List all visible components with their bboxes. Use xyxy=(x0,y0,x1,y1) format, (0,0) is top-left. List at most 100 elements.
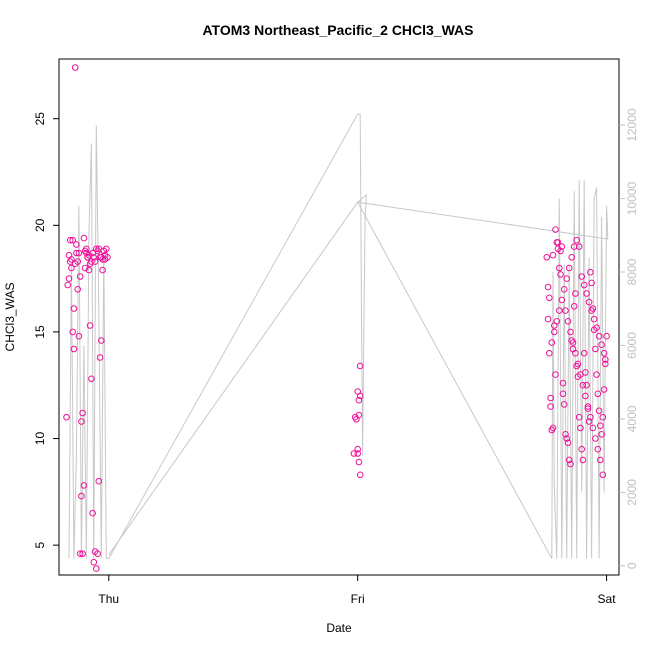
data-point xyxy=(578,273,586,280)
data-point xyxy=(602,360,609,368)
data-point xyxy=(69,236,76,244)
data-point xyxy=(356,471,364,479)
data-point xyxy=(70,345,78,353)
data-point xyxy=(565,456,573,464)
data-point xyxy=(71,64,79,71)
data-point xyxy=(594,390,602,398)
data-point xyxy=(356,362,364,370)
y-tick-label: 5 xyxy=(33,541,47,548)
data-point xyxy=(562,431,569,438)
data-point xyxy=(76,550,84,558)
data-point xyxy=(355,396,363,404)
data-point xyxy=(598,431,605,438)
data-point xyxy=(599,471,607,479)
data-point xyxy=(577,371,584,378)
data-point xyxy=(553,318,561,325)
data-point xyxy=(572,349,579,357)
y2-tick-label: 4000 xyxy=(625,405,639,432)
x-tick-label: Fri xyxy=(351,592,365,606)
data-point xyxy=(570,243,578,250)
y-tick-label: 25 xyxy=(33,112,47,126)
data-point xyxy=(100,247,108,255)
data-point xyxy=(549,251,557,259)
data-point xyxy=(592,345,599,353)
data-point xyxy=(580,281,588,289)
data-point xyxy=(83,245,90,253)
data-point xyxy=(558,296,566,304)
data-point xyxy=(587,268,594,276)
data-point xyxy=(548,339,556,346)
data-point xyxy=(598,341,605,349)
data-point xyxy=(73,249,80,257)
data-point xyxy=(599,413,607,421)
data-point xyxy=(552,371,559,378)
data-point xyxy=(544,315,552,323)
data-point xyxy=(588,307,595,314)
data-point xyxy=(574,360,582,368)
y2-tick-label: 6000 xyxy=(625,332,639,359)
data-point xyxy=(88,375,95,383)
data-point xyxy=(575,243,583,250)
data-point xyxy=(543,253,551,261)
data-point xyxy=(78,418,85,425)
y-tick-label: 15 xyxy=(33,325,47,339)
data-point xyxy=(563,275,571,282)
data-point xyxy=(63,413,70,421)
chart-title: ATOM3 Northeast_Pacific_2 CHCl3_WAS xyxy=(202,22,473,38)
data-point xyxy=(70,305,78,312)
data-point xyxy=(588,279,595,287)
data-point xyxy=(547,394,554,402)
data-point xyxy=(96,354,104,361)
data-point xyxy=(569,339,577,346)
data-point xyxy=(80,234,88,242)
data-point xyxy=(580,349,588,357)
plot-area xyxy=(63,64,610,572)
data-point xyxy=(84,253,91,261)
data-point xyxy=(590,315,598,323)
data-point xyxy=(600,349,608,357)
data-point xyxy=(593,371,600,378)
data-point xyxy=(560,286,568,293)
data-point xyxy=(582,392,589,400)
data-point xyxy=(556,307,563,314)
data-point xyxy=(557,271,564,278)
data-point xyxy=(78,492,85,500)
data-point xyxy=(567,460,574,468)
data-point xyxy=(595,407,603,415)
axes: 5 10 15 20 25 0 2000 4000 6000 8000 10000 12000 Thu F… xyxy=(33,108,639,606)
data-point xyxy=(551,328,558,336)
data-point xyxy=(546,349,553,357)
data-point xyxy=(558,243,566,250)
data-point xyxy=(600,386,608,393)
y-axis-label: CHCl3_WAS xyxy=(3,283,17,352)
data-point xyxy=(575,413,583,421)
data-point xyxy=(584,405,592,413)
data-point xyxy=(594,445,602,453)
data-point xyxy=(562,307,569,314)
data-point xyxy=(546,294,553,302)
data-point xyxy=(99,256,106,263)
altitude-line xyxy=(68,113,609,559)
data-point xyxy=(80,482,88,489)
data-point xyxy=(89,509,96,517)
data-point xyxy=(354,450,362,457)
data-point xyxy=(570,303,578,310)
data-point xyxy=(584,403,592,410)
data-point xyxy=(90,558,98,566)
data-point xyxy=(552,226,559,233)
data-point xyxy=(356,392,364,400)
data-point xyxy=(578,445,586,453)
data-point xyxy=(577,424,584,432)
data-point xyxy=(567,328,574,336)
data-point xyxy=(568,253,576,261)
data-point xyxy=(75,332,83,340)
data-point xyxy=(557,247,564,255)
y2-tick-label: 8000 xyxy=(625,258,639,285)
data-point xyxy=(556,264,563,272)
data-point xyxy=(559,390,567,398)
data-point xyxy=(559,379,567,387)
data-point xyxy=(93,565,100,572)
x-tick-label: Sat xyxy=(598,592,617,606)
data-point xyxy=(91,258,99,265)
